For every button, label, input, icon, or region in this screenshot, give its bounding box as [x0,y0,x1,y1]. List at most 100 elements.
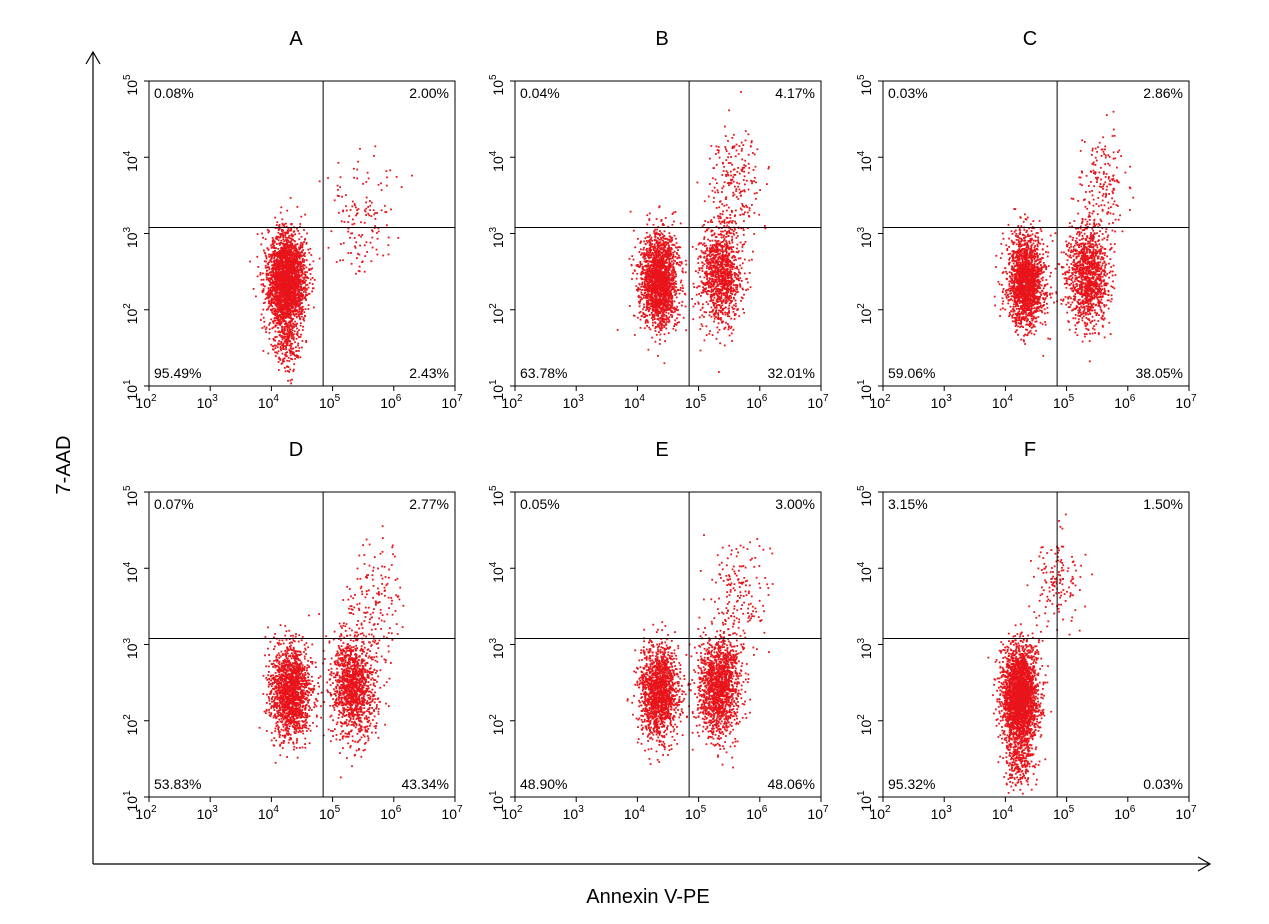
scatter-point [282,344,284,346]
scatter-point [668,281,670,284]
scatter-point [666,320,668,323]
scatter-point [277,287,279,290]
scatter-point [287,273,289,276]
scatter-point [661,239,664,242]
scatter-point [644,279,647,282]
scatter-point [645,309,647,312]
scatter-point [284,239,287,241]
scatter-point [676,252,678,254]
scatter-point [295,251,298,253]
scatter-point [652,297,655,300]
scatter-point [669,297,671,300]
scatter-point [299,317,301,320]
scatter-point [665,279,668,281]
scatter-point [653,314,656,317]
scatter-point [669,263,671,265]
scatter-point [277,248,280,250]
scatter-point [299,307,302,310]
scatter-point [306,288,308,291]
scatter-point [281,313,284,316]
scatter-point [282,312,285,315]
scatter-point [654,327,657,330]
scatter-point [292,234,295,237]
scatter-point [640,277,643,280]
scatter-point [276,264,279,267]
scatter-point [287,292,290,294]
scatter-point [653,300,656,303]
scatter-point [284,271,286,274]
scatter-point [280,272,282,274]
scatter-point [283,231,286,234]
scatter-point [663,286,666,289]
scatter-point [276,261,278,264]
scatter-point [302,282,304,284]
scatter-point [654,322,657,324]
scatter-point [669,273,672,276]
scatter-point [310,268,312,271]
scatter-point [300,215,303,218]
scatter-point [297,354,299,357]
scatter-point [273,339,276,342]
scatter-point [662,258,665,260]
scatter-point [342,242,345,245]
scatter-point [663,320,666,323]
scatter-point [641,252,643,255]
scatter-point [276,266,279,269]
scatter-point [287,305,290,308]
scatter-point [295,275,297,278]
scatter-point [292,283,295,285]
scatter-point [265,293,268,296]
scatter-point [663,293,665,296]
scatter-point [290,262,293,265]
scatter-point [285,232,288,234]
scatter-point [288,328,291,331]
panel-title: B [655,28,668,50]
scatter-point [276,295,279,298]
scatter-point [645,278,648,281]
scatter-point [287,310,289,312]
scatter-point [274,249,276,252]
scatter-point [285,354,287,356]
scatter-point [664,303,667,306]
scatter-point [660,314,663,317]
scatter-point [287,302,290,305]
scatter-point [284,351,287,354]
scatter-point [648,257,650,259]
scatter-point [647,267,650,270]
scatter-point [659,307,661,310]
scatter-point [646,254,649,257]
scatter-point [653,232,656,234]
scatter-point [305,299,307,301]
scatter-point [272,250,275,253]
scatter-point [365,207,368,210]
scatter-point [660,295,663,298]
scatter-point [291,242,294,245]
scatter-point [285,246,288,249]
scatter-point [667,308,670,311]
scatter-point [307,248,310,251]
scatter-point [291,298,294,301]
scatter-point [303,255,306,257]
scatter-point [266,228,269,231]
scatter-point [298,288,301,291]
scatter-point [270,299,273,301]
scatter-point [271,285,274,287]
scatter-point [660,220,663,222]
scatter-point [652,319,654,321]
scatter-point [663,310,666,313]
scatter-point [286,258,289,260]
scatter-point [294,296,296,298]
scatter-point [685,329,687,332]
scatter-point [289,280,292,283]
scatter-point [300,241,302,244]
scatter-point [672,286,675,289]
scatter-point [309,273,312,275]
scatter-point [304,213,306,216]
scatter-point [661,262,663,265]
scatter-point [280,322,283,324]
scatter-point [675,307,678,310]
scatter-point [292,347,295,350]
scatter-point [661,327,664,329]
scatter-point [278,330,280,333]
scatter-point [659,282,662,285]
